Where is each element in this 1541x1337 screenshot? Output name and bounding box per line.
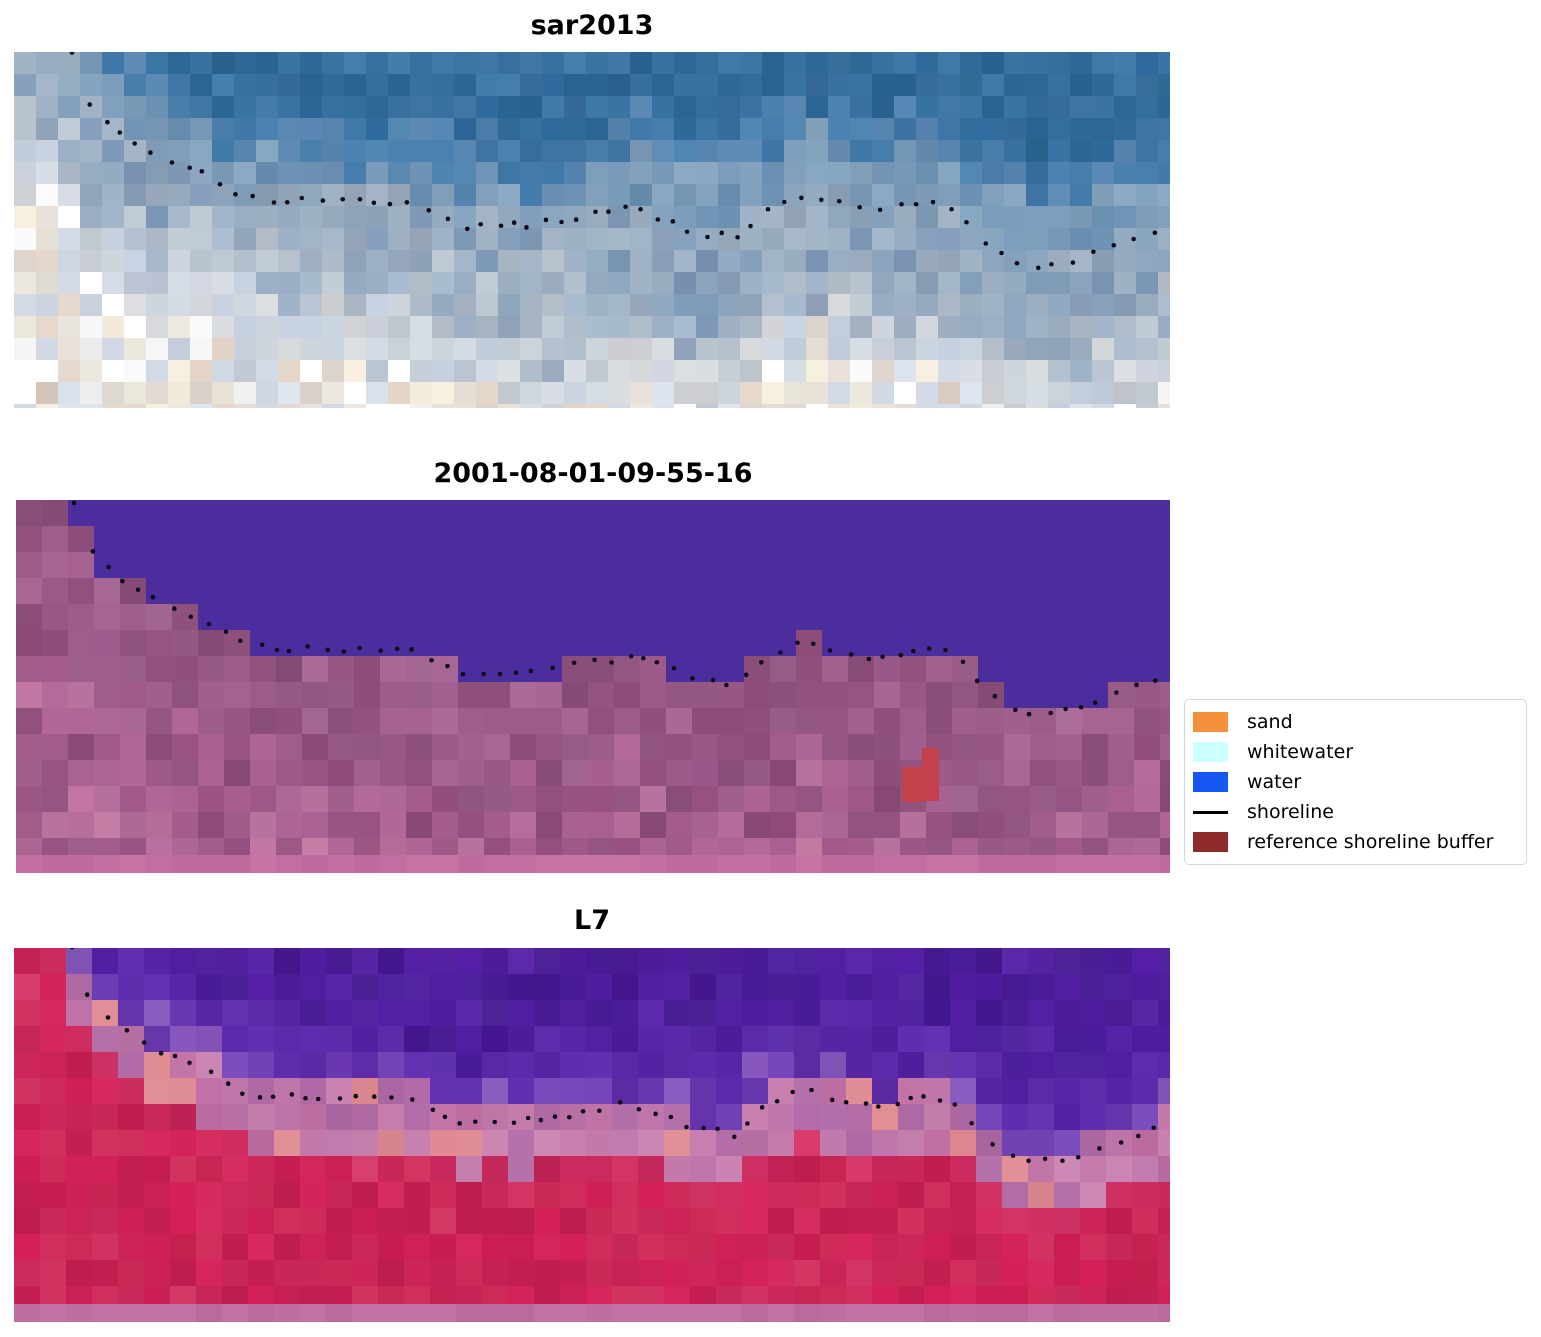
water-swatch [1193,772,1228,792]
panel-title-sar2013: sar2013 [530,10,654,41]
legend: sand whitewater water shoreline referenc… [1184,699,1527,865]
legend-row-reference-buffer: reference shoreline buffer [1185,827,1526,857]
whitewater-swatch [1193,742,1228,762]
sand-swatch [1193,712,1228,732]
shoreline-line-swatch [1193,810,1228,814]
legend-label-shoreline: shoreline [1247,801,1334,823]
legend-label-water: water [1247,771,1302,793]
panel-image-classified [16,500,1170,873]
panel-title-l7: L7 [574,905,610,936]
panel-title-classified-date: 2001-08-01-09-55-16 [433,458,753,489]
panel-image-l7 [14,948,1170,1322]
panel-image-sar2013 [14,52,1170,408]
legend-label-sand: sand [1247,711,1293,733]
legend-label-whitewater: whitewater [1247,741,1354,763]
reference-buffer-swatch [1193,832,1228,852]
legend-row-sand: sand [1185,707,1526,737]
legend-row-water: water [1185,767,1526,797]
legend-row-whitewater: whitewater [1185,737,1526,767]
legend-label-reference-buffer: reference shoreline buffer [1247,831,1494,853]
legend-row-shoreline: shoreline [1185,797,1526,827]
